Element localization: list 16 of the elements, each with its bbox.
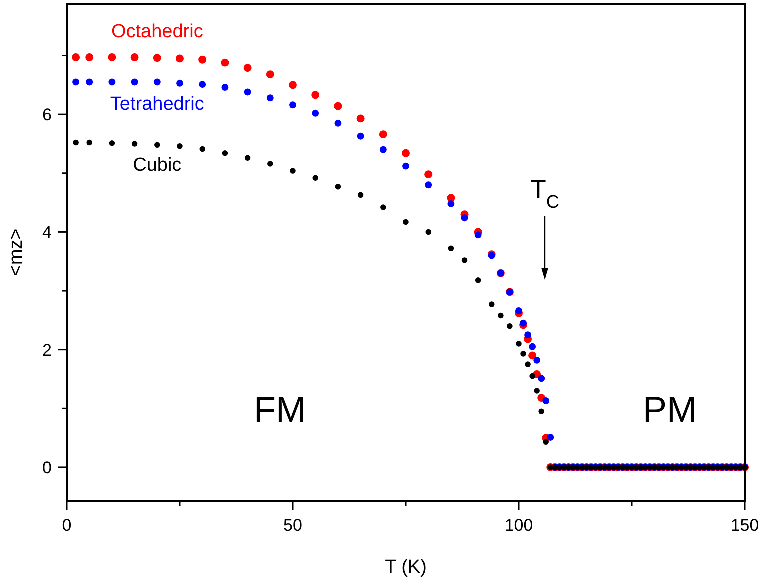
series-label: Octahedric [111,22,204,43]
annotation: T$_{C}$ [530,174,560,212]
x-tick-label: 0 [62,516,72,535]
y-tick-label: 4 [42,223,52,242]
x-tick-label: 150 [730,516,760,535]
annotation: PM [643,389,697,430]
x-axis-title: T (K) [385,557,427,578]
y-tick-label: 0 [42,458,52,478]
x-tick-label: 50 [284,516,302,535]
y-tick-label: 2 [42,340,52,360]
series-label: Cubic [133,154,182,176]
y-axis-title: <mz> [6,228,27,276]
series-label: Tetrahedric [110,94,204,116]
y-tick-label: 6 [42,106,52,125]
annotation: FM [254,389,306,430]
x-tick-label: 100 [504,516,534,535]
